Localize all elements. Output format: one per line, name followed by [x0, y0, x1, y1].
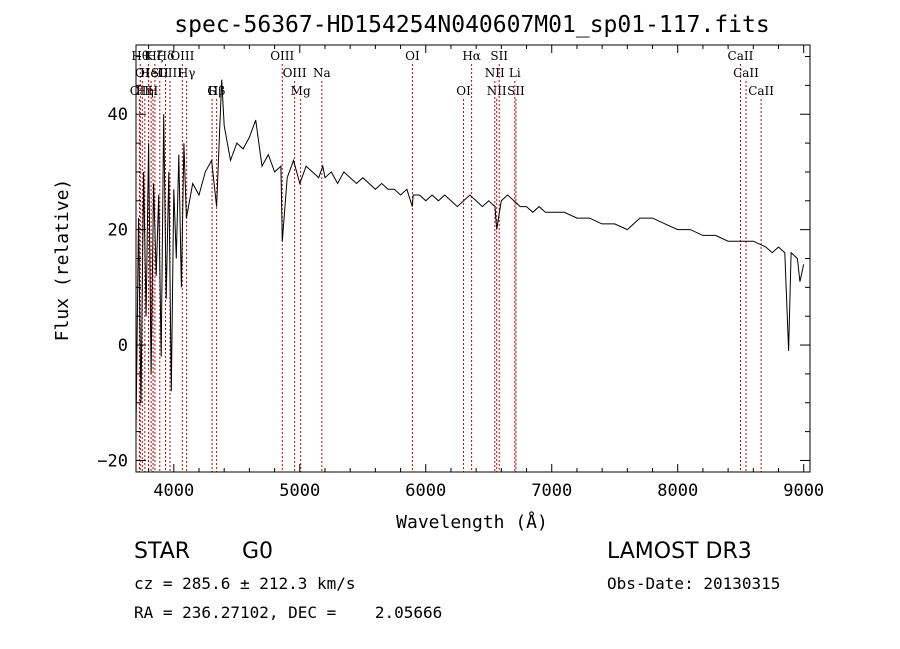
- spectral-line-label: HeI: [140, 66, 163, 80]
- spectral-line-label: Hα: [462, 49, 481, 63]
- x-tick-label: 4000: [153, 481, 194, 501]
- spectral-line-label: OIII: [270, 49, 294, 63]
- spectral-line-label: SII: [507, 84, 525, 98]
- spectral-line-label: CaII: [748, 84, 774, 98]
- spectral-line-label: Na: [313, 66, 331, 80]
- spectral-line-label: H: [148, 84, 158, 98]
- object-class: STAR: [134, 539, 191, 564]
- spectral-line-label: OII: [130, 84, 150, 98]
- spectral-line-label: Hζ: [146, 49, 163, 63]
- y-tick-label: 0: [118, 336, 128, 356]
- spectral-line-label: SII: [490, 49, 508, 63]
- object-subclass: G0: [242, 539, 274, 564]
- spectral-line-label: Hη: [136, 84, 154, 98]
- x-tick-label: 5000: [279, 481, 320, 501]
- spectral-line-label: NII: [487, 84, 507, 98]
- chart-title: spec-56367-HD154254N040607M01_sp01-117.f…: [174, 12, 769, 38]
- y-axis-label: Flux (relative): [52, 179, 73, 342]
- spectral-line-label: K: [144, 49, 154, 63]
- survey-name: LAMOST DR3: [607, 539, 752, 564]
- spectral-line-label: CaII: [733, 66, 759, 80]
- x-axis-label: Wavelength (Å): [396, 511, 548, 533]
- y-tick-label: −20: [97, 451, 128, 471]
- y-tick-label: 40: [108, 105, 128, 125]
- x-tick-label: 6000: [405, 481, 446, 501]
- x-tick-label: 7000: [531, 481, 572, 501]
- spectral-lines: OIIHθOIHηKHeIHHζSIIHδOIIIOIIIHγGHβOIIIOI…: [130, 49, 774, 472]
- redshift-cz: cz = 285.6 ± 212.3 km/s: [134, 574, 356, 593]
- spectral-line-label: OIII: [283, 66, 307, 80]
- spectral-line-label: OIII: [158, 66, 182, 80]
- spectral-line-label: Li: [509, 66, 521, 80]
- spectral-line-label: CaII: [728, 49, 754, 63]
- spectral-line-label: Hδ: [157, 49, 175, 63]
- spectral-line-label: SII: [151, 66, 169, 80]
- spectral-line-label: G: [207, 84, 217, 98]
- spectrum-line: [135, 79, 805, 432]
- obs-date: Obs-Date: 20130315: [607, 574, 781, 593]
- spectral-line-label: Hγ: [178, 66, 196, 80]
- x-tick-label: 9000: [783, 481, 824, 501]
- axes: 4000 5000 6000 7000 8000 9000 −20 0 20 40: [97, 45, 824, 501]
- coordinates: RA = 236.27102, DEC = 2.05666: [134, 603, 443, 622]
- y-tick-label: 20: [108, 221, 128, 241]
- spectral-line-label: Mg: [291, 84, 311, 98]
- spectral-line-label: OI: [456, 84, 471, 98]
- spectral-line-label: OI: [405, 49, 420, 63]
- spectral-line-label: OI: [135, 66, 150, 80]
- spectral-line-label: OIII: [170, 49, 194, 63]
- plot-frame: [135, 44, 811, 473]
- spectral-line-label: NII: [485, 66, 505, 80]
- x-tick-label: 8000: [657, 481, 698, 501]
